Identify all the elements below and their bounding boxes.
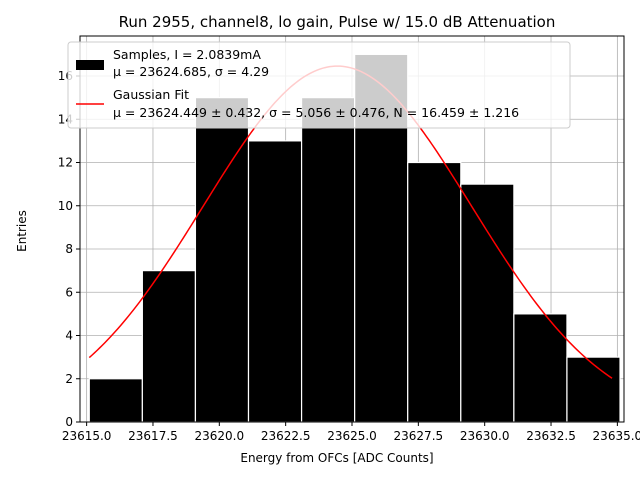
- y-tick-label-0: 0: [65, 415, 73, 429]
- x-tick-label-0: 23615.0: [62, 429, 112, 443]
- x-tick-label-6: 23630.0: [460, 429, 510, 443]
- histogram-bar-7: [460, 183, 515, 423]
- y-tick-label-2: 4: [65, 329, 73, 343]
- x-axis-label: Energy from OFCs [ADC Counts]: [240, 451, 433, 465]
- legend-box: [67, 41, 571, 129]
- y-tick-label-5: 10: [58, 199, 73, 213]
- histogram-bar-2: [194, 97, 250, 423]
- x-tick-label-8: 23635.0: [593, 429, 640, 443]
- histogram-bar-6: [407, 161, 462, 423]
- y-tick-label-6: 12: [58, 156, 73, 170]
- chart-title: Run 2955, channel8, lo gain, Pulse w/ 15…: [119, 13, 556, 31]
- x-tick-label-7: 23632.5: [526, 429, 576, 443]
- x-tick-label-5: 23627.5: [394, 429, 444, 443]
- legend-label-fit: Gaussian Fit: [113, 87, 189, 102]
- y-tick-label-3: 6: [65, 285, 73, 299]
- x-tick-label-2: 23620.0: [195, 429, 245, 443]
- legend-stats-fit: μ = 23624.449 ± 0.432, σ = 5.056 ± 0.476…: [113, 105, 519, 120]
- x-tick-label-4: 23625.0: [327, 429, 377, 443]
- histogram-bar-1: [141, 270, 197, 423]
- y-tick-label-4: 8: [65, 242, 73, 256]
- x-axis-ticks: 23615.0 23617.5 23620.0 23622.5 23625.0 23627…: [62, 422, 640, 443]
- legend-stats-samples: μ = 23624.685, σ = 4.29: [113, 64, 269, 79]
- y-axis-label: Entries: [15, 210, 29, 252]
- legend: Samples, I = 2.0839mA μ = 23624.685, σ =…: [67, 41, 571, 129]
- x-tick-label-3: 23622.5: [261, 429, 311, 443]
- x-tick-label-1: 23617.5: [128, 429, 178, 443]
- histogram-bar-3: [247, 140, 303, 423]
- legend-label-samples: Samples, I = 2.0839mA: [113, 47, 261, 62]
- legend-swatch-samples: [76, 60, 104, 70]
- histogram-bar-9: [566, 356, 621, 423]
- histogram-bar-4: [300, 97, 356, 423]
- histogram-bar-0: [88, 378, 143, 423]
- y-tick-label-1: 2: [65, 372, 73, 386]
